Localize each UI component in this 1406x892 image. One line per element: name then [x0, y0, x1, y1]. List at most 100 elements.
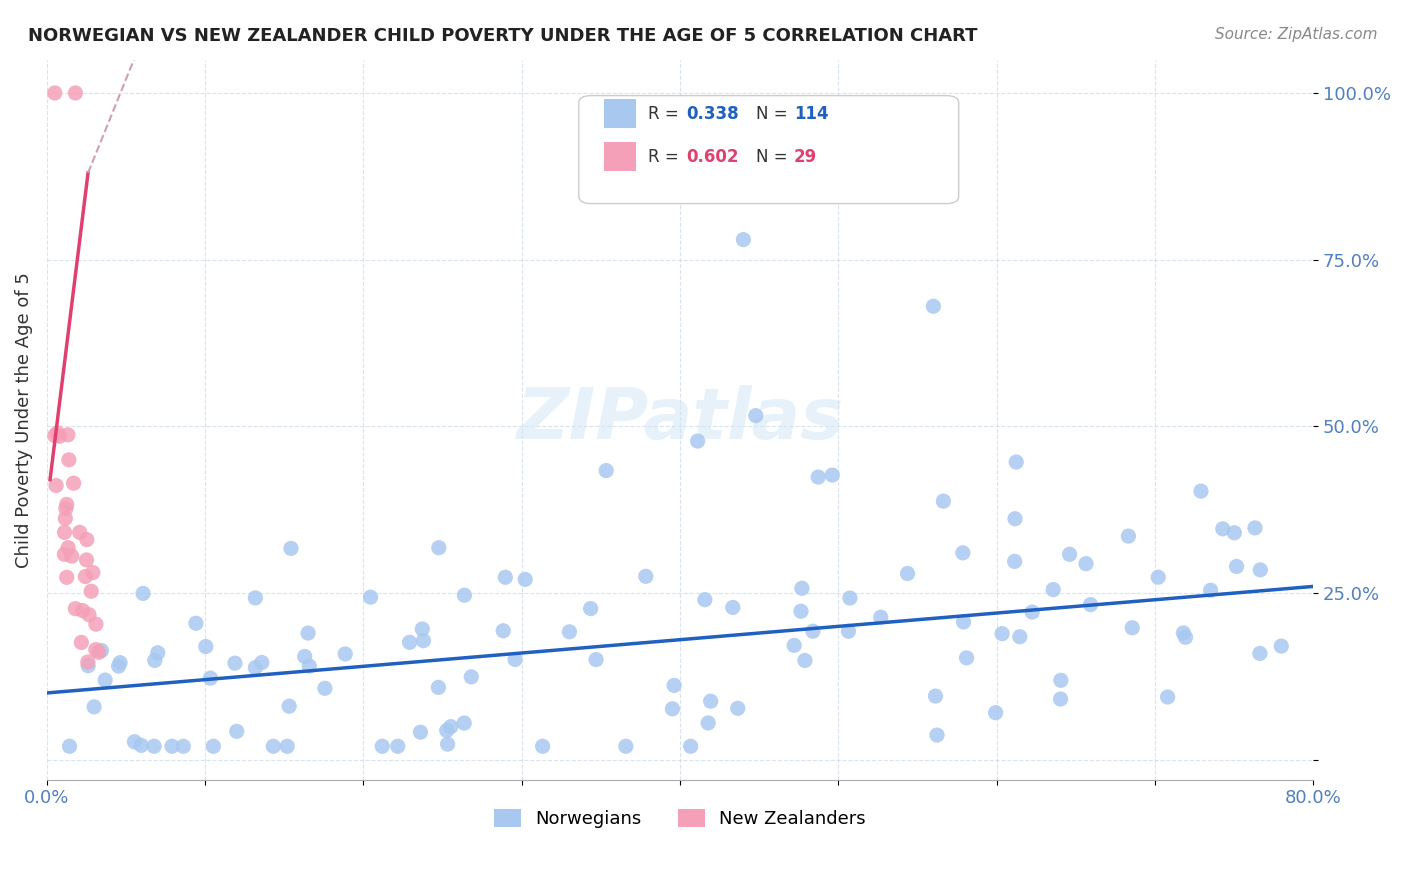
- Norwegians: [952, 546, 974, 560]
- New Zealanders: [56, 541, 79, 555]
- Norwegians: [952, 615, 974, 629]
- Y-axis label: Child Poverty Under the Age of 5: Child Poverty Under the Age of 5: [15, 272, 32, 567]
- New Zealanders: [72, 603, 94, 617]
- Norwegians: [494, 570, 516, 584]
- Text: 114: 114: [794, 104, 828, 122]
- New Zealanders: [65, 86, 87, 100]
- Norwegians: [107, 659, 129, 673]
- New Zealanders: [76, 655, 98, 669]
- Norwegians: [585, 652, 607, 666]
- Norwegians: [294, 649, 316, 664]
- Norwegians: [991, 626, 1014, 640]
- New Zealanders: [62, 476, 84, 491]
- Norwegians: [1173, 626, 1195, 640]
- Norwegians: [1074, 557, 1097, 571]
- Norwegians: [984, 706, 1007, 720]
- Text: N =: N =: [756, 148, 793, 166]
- Norwegians: [662, 678, 685, 692]
- Norwegians: [1147, 570, 1170, 584]
- Norwegians: [335, 647, 357, 661]
- Norwegians: [1008, 630, 1031, 644]
- New Zealanders: [82, 566, 104, 580]
- New Zealanders: [53, 511, 76, 525]
- Norwegians: [108, 656, 131, 670]
- Norwegians: [1004, 554, 1026, 568]
- Norwegians: [661, 702, 683, 716]
- New Zealanders: [76, 533, 98, 547]
- Norwegians: [436, 723, 458, 738]
- New Zealanders: [84, 617, 107, 632]
- Norwegians: [699, 694, 721, 708]
- Norwegians: [398, 635, 420, 649]
- Norwegians: [436, 737, 458, 751]
- New Zealanders: [65, 601, 87, 615]
- New Zealanders: [48, 429, 70, 443]
- Norwegians: [955, 651, 977, 665]
- Norwegians: [679, 739, 702, 754]
- Text: R =: R =: [648, 148, 685, 166]
- Norwegians: [276, 739, 298, 754]
- Norwegians: [1021, 605, 1043, 619]
- Norwegians: [924, 689, 946, 703]
- Norwegians: [515, 573, 537, 587]
- New Zealanders: [77, 607, 100, 622]
- Norwegians: [371, 739, 394, 754]
- Norwegians: [790, 604, 813, 618]
- Norwegians: [1226, 559, 1249, 574]
- Norwegians: [314, 681, 336, 696]
- Norwegians: [634, 569, 657, 583]
- Norwegians: [409, 725, 432, 739]
- Norwegians: [280, 541, 302, 556]
- Norwegians: [160, 739, 183, 754]
- Norwegians: [1118, 529, 1140, 543]
- Norwegians: [1005, 455, 1028, 469]
- Norwegians: [460, 670, 482, 684]
- Norwegians: [821, 468, 844, 483]
- Norwegians: [132, 586, 155, 600]
- Norwegians: [1080, 598, 1102, 612]
- Norwegians: [440, 720, 463, 734]
- Text: NORWEGIAN VS NEW ZEALANDER CHILD POVERTY UNDER THE AGE OF 5 CORRELATION CHART: NORWEGIAN VS NEW ZEALANDER CHILD POVERTY…: [28, 27, 977, 45]
- Norwegians: [202, 739, 225, 754]
- Norwegians: [90, 643, 112, 657]
- Norwegians: [194, 640, 217, 654]
- Norwegians: [733, 233, 755, 247]
- Norwegians: [360, 590, 382, 604]
- Norwegians: [1244, 521, 1267, 535]
- Norwegians: [503, 652, 526, 666]
- New Zealanders: [45, 478, 67, 492]
- Norwegians: [1249, 647, 1271, 661]
- Norwegians: [143, 653, 166, 667]
- Norwegians: [686, 434, 709, 448]
- Norwegians: [1174, 630, 1197, 644]
- Norwegians: [184, 616, 207, 631]
- New Zealanders: [69, 525, 91, 540]
- Norwegians: [143, 739, 166, 754]
- Norwegians: [614, 739, 637, 754]
- New Zealanders: [55, 570, 77, 584]
- Norwegians: [262, 739, 284, 754]
- Text: 29: 29: [794, 148, 817, 166]
- Norwegians: [245, 660, 267, 674]
- Norwegians: [58, 739, 80, 754]
- Norwegians: [783, 639, 806, 653]
- New Zealanders: [55, 501, 77, 516]
- Norwegians: [1223, 525, 1246, 540]
- Norwegians: [1156, 690, 1178, 704]
- Norwegians: [1121, 621, 1143, 635]
- Norwegians: [1059, 547, 1081, 561]
- Norwegians: [721, 600, 744, 615]
- New Zealanders: [58, 453, 80, 467]
- Norwegians: [411, 622, 433, 636]
- Norwegians: [807, 470, 830, 484]
- New Zealanders: [70, 635, 93, 649]
- Norwegians: [200, 671, 222, 685]
- Norwegians: [1199, 583, 1222, 598]
- Norwegians: [595, 464, 617, 478]
- Norwegians: [245, 591, 267, 605]
- Norwegians: [1004, 512, 1026, 526]
- Norwegians: [297, 626, 319, 640]
- Norwegians: [387, 739, 409, 754]
- Norwegians: [172, 739, 194, 754]
- Text: 0.338: 0.338: [686, 104, 740, 122]
